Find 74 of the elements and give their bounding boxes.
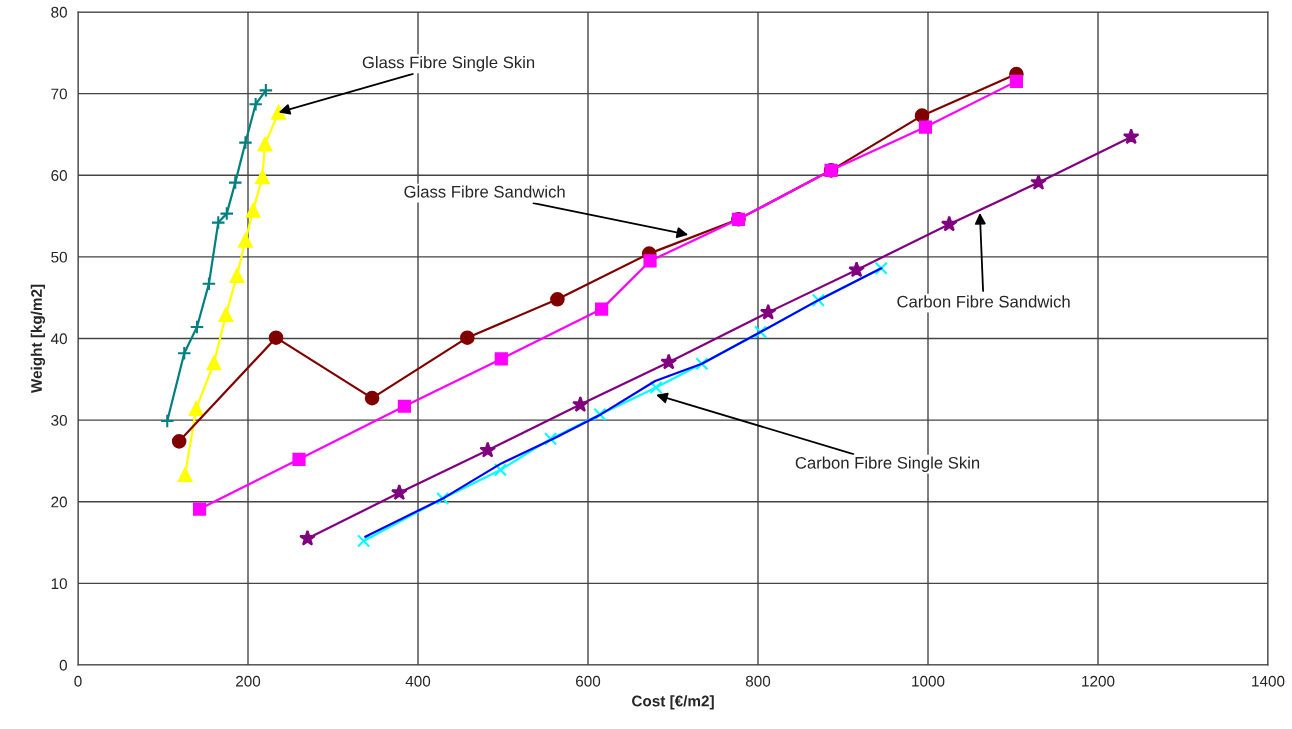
y-tick-label: 10 <box>51 578 67 590</box>
point <box>245 203 261 218</box>
point <box>593 407 607 422</box>
annotation: Glass Fibre Sandwich <box>404 185 565 198</box>
point <box>479 441 497 458</box>
y-tick-label: 0 <box>59 659 67 671</box>
point <box>177 467 193 483</box>
y-axis-title: Weight [kg/m2] <box>30 284 46 394</box>
x-tick-label: 200 <box>236 675 261 687</box>
point <box>229 268 245 283</box>
point <box>695 357 709 371</box>
point <box>268 330 284 345</box>
y-tick-label: 50 <box>51 251 67 263</box>
point <box>874 261 888 275</box>
point <box>493 463 508 477</box>
x-tick-label: 1200 <box>1082 675 1115 687</box>
point <box>397 399 411 413</box>
x-tick-label: 1000 <box>912 675 945 687</box>
point <box>201 276 217 292</box>
point <box>258 83 274 98</box>
point <box>1009 74 1023 88</box>
point <box>299 529 316 546</box>
point <box>811 293 825 307</box>
point <box>357 534 371 548</box>
x-axis-title: Cost [€/m2] <box>632 695 714 710</box>
point <box>248 96 263 112</box>
point <box>255 169 270 185</box>
point <box>1122 128 1140 145</box>
point <box>171 434 187 449</box>
point <box>940 215 958 232</box>
x-tick-label: 1400 <box>1252 675 1285 687</box>
x-tick-label: 800 <box>745 675 771 687</box>
x-tick-label: 400 <box>405 675 431 687</box>
point <box>159 413 175 429</box>
point <box>643 254 657 268</box>
point <box>595 302 609 316</box>
point <box>364 390 380 406</box>
point <box>390 484 408 500</box>
point <box>494 352 508 366</box>
point <box>759 303 777 320</box>
point <box>218 307 234 323</box>
point <box>550 292 565 307</box>
y-tick-label: 40 <box>50 333 67 345</box>
point <box>188 401 204 416</box>
point <box>544 432 558 446</box>
annotation: Glass Fibre Single Skin <box>362 56 535 72</box>
y-tick-label: 80 <box>51 6 67 18</box>
x-tick-label: 600 <box>576 675 601 687</box>
point <box>227 175 243 190</box>
point <box>206 355 222 371</box>
annotation: Carbon Fibre Sandwich <box>897 295 1070 308</box>
point <box>292 452 306 466</box>
point <box>918 120 933 134</box>
point <box>753 325 768 339</box>
y-tick-label: 70 <box>51 88 67 100</box>
point <box>848 261 865 278</box>
annotation: Carbon Fibre Single Skin <box>795 456 980 473</box>
point <box>192 502 207 516</box>
point <box>572 395 589 412</box>
x-tick-label: 0 <box>74 675 82 687</box>
point <box>660 353 678 370</box>
point <box>238 233 253 248</box>
point <box>238 135 253 150</box>
point <box>189 319 205 335</box>
point <box>176 345 192 361</box>
point <box>257 136 273 152</box>
point <box>271 105 286 120</box>
point <box>1030 173 1047 190</box>
y-tick-label: 30 <box>51 414 67 426</box>
point <box>649 380 663 395</box>
point <box>460 330 475 345</box>
y-tick-label: 60 <box>51 170 67 181</box>
point <box>436 491 450 506</box>
y-tick-label: 20 <box>51 496 67 508</box>
